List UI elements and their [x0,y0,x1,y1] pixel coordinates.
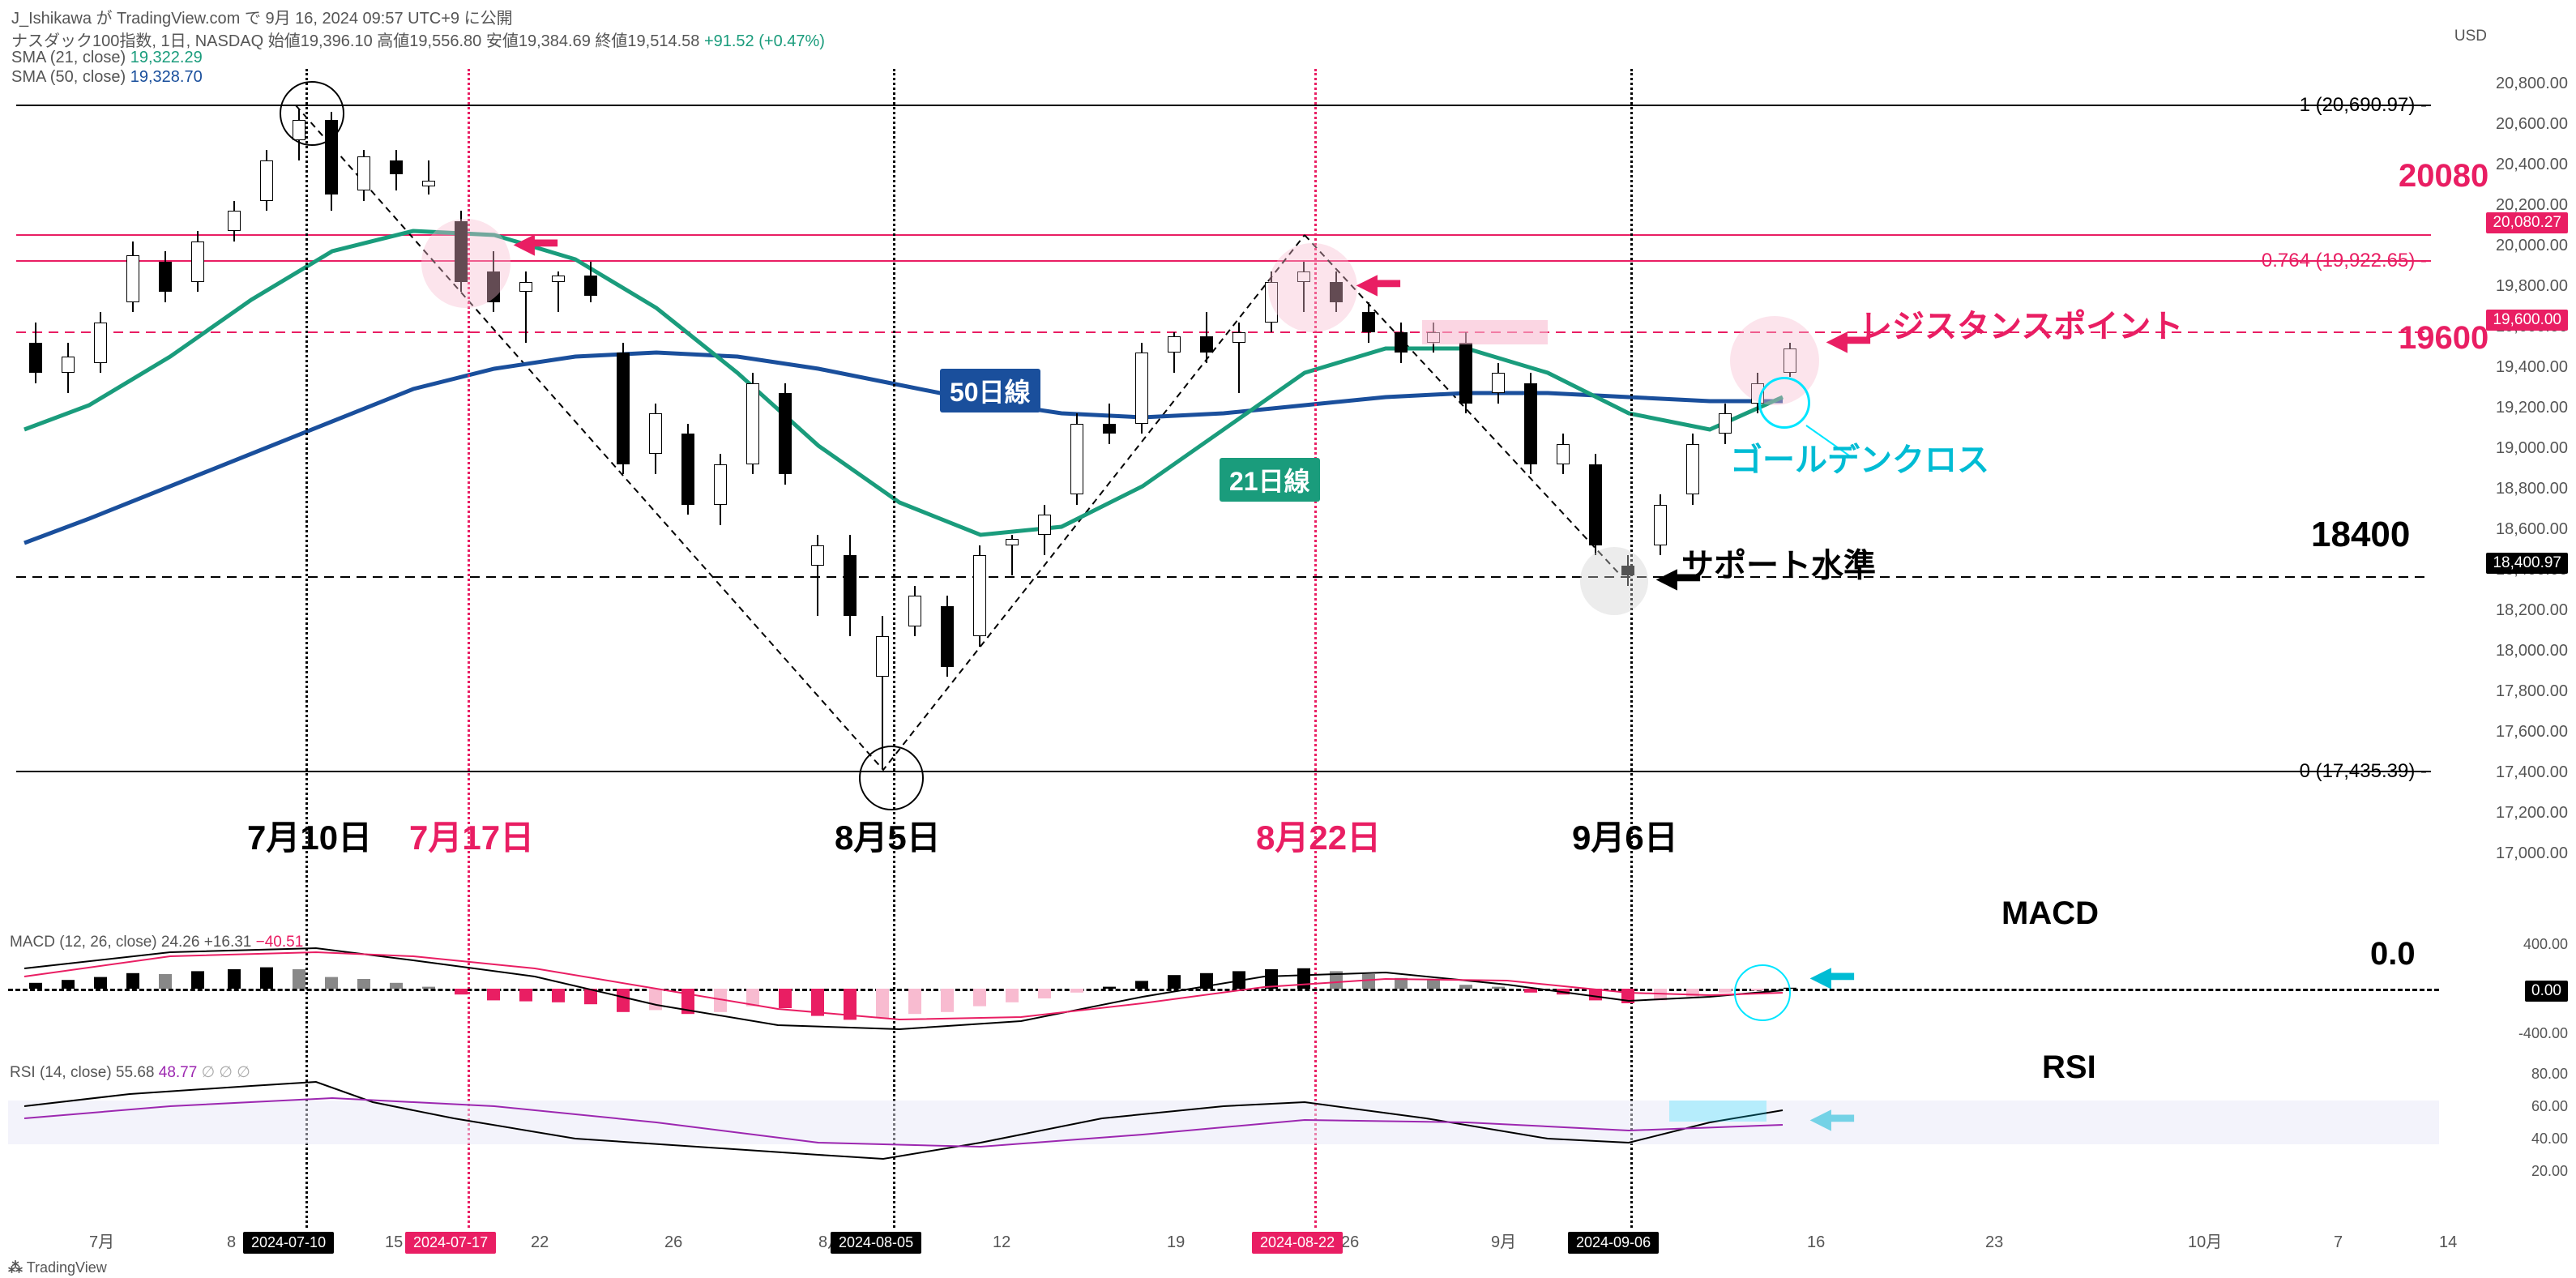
arrow-marker: ◄━ [506,223,550,264]
time-tick: 10月 [2188,1229,2222,1252]
price-tag: 18,400.97 [2486,553,2568,574]
marker-circle [280,81,344,146]
price-tick: 20,600.00 [2463,115,2568,134]
vertical-marker [305,69,308,1228]
line-label: 0.764 (19,922.65) - [2262,250,2427,272]
time-tick: 19 [1167,1233,1185,1252]
vertical-marker [893,69,895,1228]
rsi-tick: 20.00 [2531,1163,2568,1180]
time-tick: 15 [385,1233,403,1252]
marker-circle [421,219,511,308]
text-annotation: 20080 [2399,158,2488,194]
time-marker-box: 2024-08-22 [1252,1232,1343,1254]
date-annotation: 7月10日 [247,810,372,860]
price-tick: 19,400.00 [2463,358,2568,377]
time-tick: 12 [993,1233,1010,1252]
rsi-header: RSI (14, close) 55.68 48.77 ∅ ∅ ∅ [10,1063,250,1082]
price-tick: 20,000.00 [2463,237,2568,255]
date-annotation: 9月6日 [1572,810,1678,860]
marker-circle [1268,243,1357,332]
time-tick: 7 [2334,1233,2343,1252]
line-label: 0 (17,435.39) - [2300,760,2427,783]
price-tick: 17,400.00 [2463,763,2568,782]
date-annotation: 8月5日 [835,810,941,860]
text-annotation: サポート水準 [1681,539,1876,586]
date-annotation: 7月17日 [409,810,534,860]
text-annotation: 18400 [2311,515,2410,555]
price-tick: 17,800.00 [2463,682,2568,701]
time-tick: 26 [1341,1233,1359,1252]
time-marker-box: 2024-07-17 [405,1232,496,1254]
price-tick: 19,800.00 [2463,277,2568,296]
price-tick: 18,000.00 [2463,642,2568,660]
arrow-marker: ◄━ [1819,320,1863,361]
rsi-tick: 80.00 [2531,1066,2568,1083]
time-tick: 7月 [89,1229,114,1252]
time-tick: 14 [2439,1233,2457,1252]
macd-header: MACD (12, 26, close) 24.26 +16.31 −40.51 [10,934,303,951]
sma50-badge: 50日線 [940,369,1040,412]
rsi-band [8,1101,2439,1144]
price-tick: 17,600.00 [2463,723,2568,742]
time-tick: 23 [1985,1233,2003,1252]
rsi-tick: 60.00 [2531,1098,2568,1115]
date-annotation: 8月22日 [1256,810,1381,860]
rsi-panel[interactable]: RSI (14, close) 55.68 48.77 ∅ ∅ ∅ [8,1062,2439,1183]
rsi-highlight [1669,1101,1766,1122]
arrow-marker: ◄━ [1349,263,1393,305]
time-marker-box: 2024-07-10 [243,1232,334,1254]
macd-tick: 400.00 [2523,936,2568,953]
marker-circle [1580,547,1648,615]
line-label: 1 (20,690.97) - [2300,94,2427,117]
marker-circle [859,746,924,810]
vertical-marker [1630,69,1633,1228]
main-price-chart[interactable]: ◄━◄━◄━◄━ 50日線 21日線 1 (20,690.97) -0.764 … [8,49,2439,924]
time-tick: 16 [1807,1233,1825,1252]
text-annotation: ゴールデンクロス [1730,434,1989,481]
ticker-info: ナスダック100指数, 1日, NASDAQ 始値19,396.10 高値19,… [11,28,825,51]
rsi-tick: 40.00 [2531,1131,2568,1148]
golden-cross-circle [1758,377,1810,429]
price-tick: 17,200.00 [2463,804,2568,823]
time-tick: 22 [531,1233,549,1252]
price-tick: 19,000.00 [2463,439,2568,458]
price-tick: 20,800.00 [2463,75,2568,93]
text-annotation: レジスタンスポイント [1860,300,2183,347]
footer-branding: ⁂ TradingView [8,1259,107,1276]
time-tick: 26 [664,1233,682,1252]
text-annotation: 19600 [2399,320,2488,357]
price-tick: 17,000.00 [2463,844,2568,863]
time-marker-box: 2024-09-06 [1568,1232,1659,1254]
time-tick: 8 [227,1233,236,1252]
time-axis: 7月81522268月1219269月162310月7142024-07-102… [8,1229,2439,1270]
time-tick: 9月 [1491,1229,1516,1252]
price-tag: 20,080.27 [2486,212,2568,233]
price-tick: 18,600.00 [2463,520,2568,539]
text-annotation: MACD [2001,895,2099,932]
publish-info: J_Ishikawa が TradingView.com で 9月 16, 20… [11,5,513,28]
currency-label: USD [2454,28,2487,45]
price-tag: 19,600.00 [2486,310,2568,331]
macd-cross-circle [1734,964,1791,1021]
price-tick: 18,200.00 [2463,601,2568,620]
macd-tick: -400.00 [2518,1025,2568,1042]
price-tick: 19,200.00 [2463,399,2568,417]
resistance-zone-rect [1422,320,1548,344]
macd-tick: 0.00 [2525,981,2568,1002]
macd-panel[interactable]: MACD (12, 26, close) 24.26 +16.31 −40.51 [8,932,2439,1045]
price-tick: 18,800.00 [2463,480,2568,498]
time-marker-box: 2024-08-05 [831,1232,921,1254]
sma21-badge: 21日線 [1220,458,1320,502]
macd-zero-line [8,989,2439,991]
